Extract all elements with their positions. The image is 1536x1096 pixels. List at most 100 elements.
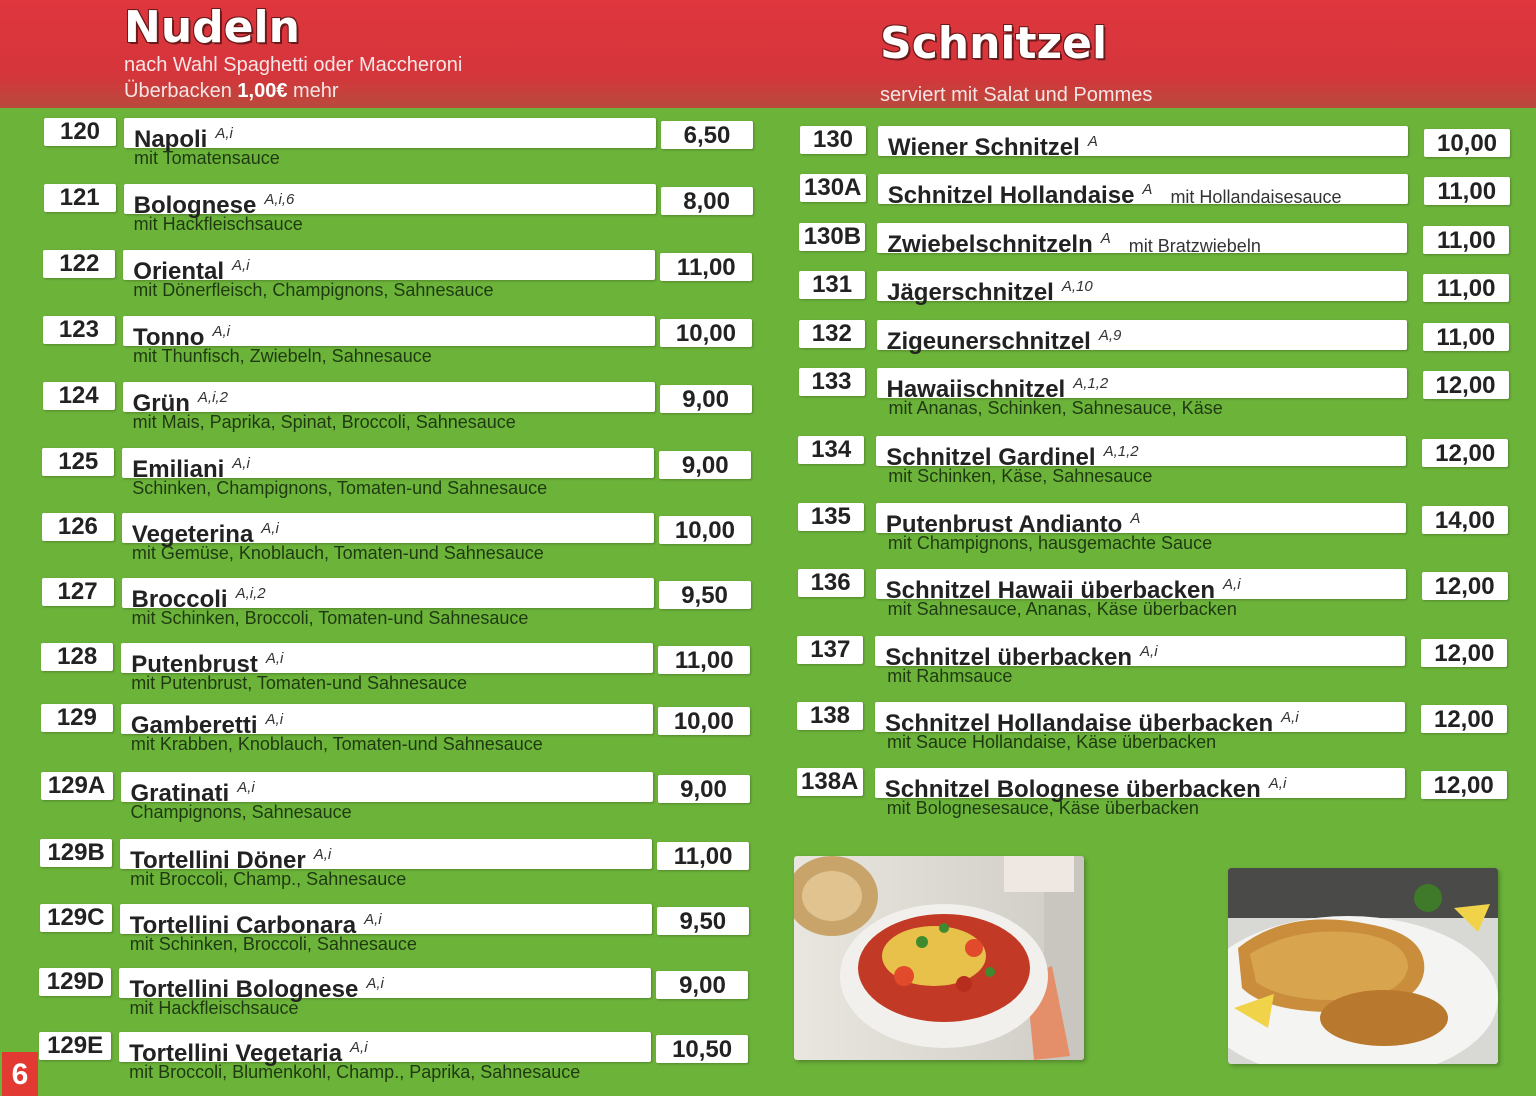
item-allergens: A,i [1140,643,1158,660]
item-allergens: A,9 [1098,327,1122,344]
item-name-box: Schnitzel Gardinel A,1,2 [876,436,1407,471]
item-name: Gratinati [130,780,230,807]
item-name: Zwiebelschnitzeln [887,231,1093,258]
item-allergens: A,1,2 [1073,375,1109,392]
item-allergens: A [1142,181,1153,198]
item-name: Tortellini Carbonara [129,912,357,939]
item-allergens: A,i [232,455,250,472]
item-number: 137 [797,636,864,664]
item-name: Oriental [133,258,224,285]
item-name-box: Broccoli A,i,2 [121,578,654,613]
item-name: Schnitzel Hollandaise überbacken [885,710,1274,737]
item-description: mit Broccoli, Champ., Sahnesauce [130,869,407,889]
item-price: 12,00 [1421,705,1507,733]
item-price: 11,00 [1423,177,1510,205]
item-price: 10,00 [658,516,751,544]
item-price: 12,00 [1422,439,1509,467]
item-number: 126 [41,513,114,541]
item-number: 130A [799,174,866,202]
item-name-box: Schnitzel Bolognese überbacken A,i [874,768,1405,803]
item-name-box: Tortellini Bolognese A,i [119,968,652,1003]
item-name-box: Tortellini Carbonara A,i [119,904,652,939]
item-price: 11,00 [658,646,751,674]
item-inline-description: mit Hollandaisesauce [1170,187,1342,207]
item-name: Emiliani [132,456,225,483]
schnitzel-title: Schnitzel [880,18,1108,69]
item-allergens: A,i [215,125,233,142]
item-description: mit Tomatensauce [134,148,280,168]
item-number: 122 [43,250,116,278]
item-allergens: A,i [1268,775,1287,792]
item-number: 129C [39,904,112,932]
item-description: mit Bolognesesauce, Käse überbacken [886,798,1199,818]
item-price: 8,00 [660,187,753,215]
item-name: Vegeterina [131,521,254,548]
item-description: mit Sauce Hollandaise, Käse überbacken [887,732,1217,752]
item-price: 11,00 [1422,323,1509,351]
nudeln-subtitle-1: nach Wahl Spaghetti oder Maccheroni [124,54,463,76]
item-number: 134 [798,436,865,464]
item-price: 10,00 [657,707,750,735]
item-name: Schnitzel überbacken [885,644,1133,671]
item-name-box: Jägerschnitzel A,10 [877,271,1408,306]
item-description: mit Broccoli, Blumenkohl, Champ., Paprik… [129,1062,581,1082]
item-number: 136 [797,569,864,597]
item-number: 132 [798,320,865,348]
item-name-box: Putenbrust Andianto A [875,503,1406,538]
item-number: 124 [42,382,115,410]
item-price: 14,00 [1421,506,1508,534]
item-description: Champignons, Sahnesauce [130,802,352,822]
pasta-bowl-photo [794,856,1084,1060]
item-description: mit Sahnesauce, Ananas, Käse überbacken [887,599,1237,619]
schnitzel-plate-photo [1228,868,1498,1064]
nudeln-subtitle-2-prefix: Überbacken [124,80,238,102]
item-name-box: Putenbrust A,i [121,643,654,678]
item-number: 130B [799,223,866,251]
item-allergens: A,i [265,650,284,667]
item-name: Schnitzel Gardinel [886,444,1096,471]
item-description: mit Ananas, Schinken, Sahnesauce, Käse [888,398,1223,418]
header-banner [0,0,1536,108]
item-price: 11,00 [660,253,753,281]
item-price: 9,00 [659,451,752,479]
item-name: Tortellini Bolognese [129,976,359,1003]
item-name: Zigeunerschnitzel [886,328,1091,355]
nudeln-subtitle-2-price: 1,00€ [237,80,288,102]
item-name: Tonno [132,324,205,351]
item-allergens: A,i [1223,576,1241,593]
item-name-box: Grün A,i,2 [122,382,655,417]
item-name-box: Hawaiischnitzel A,1,2 [876,368,1407,403]
item-description: mit Hackfleischsauce [129,998,299,1018]
item-price: 9,50 [658,581,751,609]
item-name-box: Tortellini Döner A,i [120,839,653,874]
item-price: 12,00 [1422,371,1509,399]
item-name: Hawaiischnitzel [886,376,1066,403]
item-description: mit Schinken, Broccoli, Tomaten-und Sahn… [131,608,529,628]
item-allergens: A [1100,230,1111,247]
item-description: mit Putenbrust, Tomaten-und Sahnesauce [131,673,468,693]
item-name-box: Wiener Schnitzel A [878,126,1408,161]
item-price: 9,00 [656,971,749,999]
item-allergens: A,i [350,1039,368,1056]
item-number: 130 [800,126,866,154]
item-price: 10,00 [659,319,752,347]
item-price: 12,00 [1421,639,1508,667]
item-number: 129A [40,772,113,800]
item-allergens: A [1087,133,1098,150]
item-description: mit Schinken, Broccoli, Sahnesauce [129,934,417,954]
item-number: 129E [39,1032,112,1060]
item-number: 129D [39,968,112,996]
item-description: mit Thunfisch, Zwiebeln, Sahnesauce [132,346,432,366]
item-allergens: A,10 [1061,278,1093,295]
item-name: Schnitzel Hawaii überbacken [885,577,1216,604]
item-name-box: Tonno A,i [122,316,655,351]
item-name-box: Napoli A,i [124,118,656,153]
item-price: 9,00 [659,385,752,413]
item-price: 9,00 [657,775,750,803]
item-name: Wiener Schnitzel [888,134,1080,161]
nudeln-title: Nudeln [124,2,300,53]
item-allergens: A,i [265,711,284,728]
item-allergens: A,i [237,779,255,796]
item-number: 131 [799,271,866,299]
